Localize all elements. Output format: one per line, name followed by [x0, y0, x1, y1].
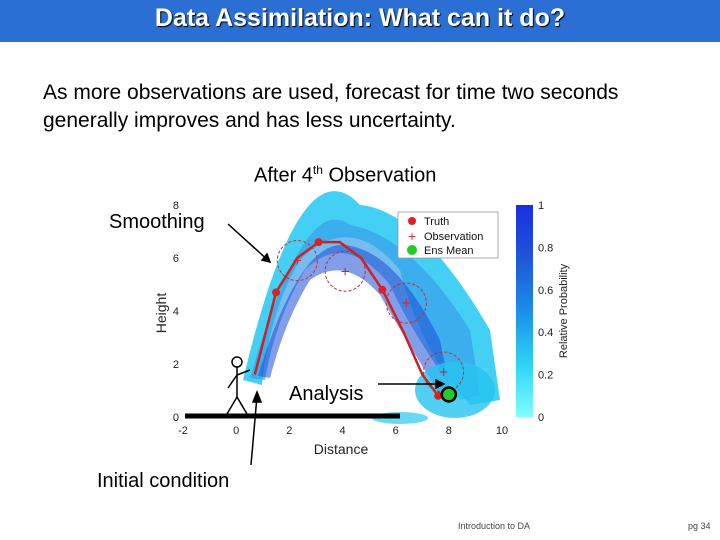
- legend-truth-marker: [408, 217, 416, 225]
- ens-mean-points: [440, 386, 458, 403]
- truth-point: [272, 288, 281, 297]
- initial-condition-callout: Initial condition: [97, 470, 230, 492]
- observation-point: +: [292, 254, 302, 268]
- y-tick-labels: 0 2 4 6 8: [173, 200, 179, 424]
- y-tick-label: 8: [173, 200, 179, 212]
- legend-observation-marker: +: [407, 230, 416, 243]
- footer-right: pg 34: [688, 521, 711, 531]
- intro-text: As more observations are used, forecast …: [43, 81, 619, 132]
- smoothing-arrowhead: [260, 252, 272, 264]
- legend-truth-label: Truth: [424, 216, 449, 228]
- observation-uncertainty: [276, 240, 318, 282]
- stick-figure-icon: [226, 356, 251, 415]
- slide-title: Data Assimilation: What can it do?: [154, 4, 566, 32]
- colorbar-label: Relative Probability: [558, 263, 570, 358]
- colorbar-tick-label: 0.6: [538, 285, 553, 297]
- legend-observation-label: Observation: [424, 231, 483, 243]
- x-axis-label: Distance: [314, 441, 369, 457]
- ens-mean-point: [440, 386, 458, 403]
- footer-left: Introduction to DA: [458, 521, 531, 531]
- colorbar-tick-label: 1: [538, 200, 544, 212]
- colorbar-tick-labels: 0 0.2 0.4 0.6 0.8 1: [538, 200, 553, 424]
- observation-uncertainty: [324, 250, 366, 292]
- x-tick-label: 2: [286, 425, 292, 437]
- observation-uncertainty: [385, 282, 427, 324]
- x-tick-label: 10: [496, 425, 508, 437]
- chart-subtitle: After 4th Observation: [254, 163, 436, 188]
- truth-point: [378, 285, 387, 294]
- x-tick-label: 6: [393, 425, 399, 437]
- truth-point: [434, 391, 443, 400]
- truth-point: [314, 238, 323, 247]
- legend: Truth + Observation Ens Mean: [397, 211, 499, 259]
- colorbar-tick-label: 0.2: [538, 370, 553, 382]
- observation-point: +: [401, 296, 411, 310]
- title-bar: [0, 0, 720, 42]
- analysis-callout: Analysis: [289, 383, 364, 405]
- analysis-arrowhead: [435, 378, 446, 390]
- y-tick-label: 6: [173, 253, 179, 265]
- truth-points: [272, 238, 443, 400]
- x-tick-label: 8: [446, 425, 452, 437]
- x-tick-label: -2: [178, 425, 188, 437]
- colorbar: [516, 205, 533, 417]
- observation-point: +: [340, 264, 350, 278]
- colorbar-tick-label: 0.4: [538, 327, 553, 339]
- callout-arrows: [227, 223, 446, 466]
- x-tick-label: 4: [339, 425, 345, 437]
- observation-point: +: [438, 365, 448, 379]
- smoothing-callout: Smoothing: [109, 211, 205, 233]
- colorbar-tick-label: 0: [538, 412, 544, 424]
- y-axis-label: Height: [153, 293, 169, 334]
- truth-line: [253, 240, 440, 397]
- subtitle-suffix: Observation: [322, 164, 437, 187]
- x-tick-label: 0: [233, 425, 239, 437]
- smoothing-arrow: [227, 223, 271, 263]
- colorbar-tick-label: 0.8: [538, 242, 553, 254]
- observation-points: + + + +: [276, 240, 465, 393]
- subtitle-prefix: After 4: [254, 164, 313, 187]
- y-tick-label: 0: [173, 412, 179, 424]
- initial-condition-arrow: [250, 395, 258, 466]
- subtitle-sup: th: [312, 163, 323, 177]
- y-tick-label: 2: [173, 359, 179, 371]
- initial-condition-arrowhead: [251, 389, 263, 403]
- x-tick-labels: -2 0 2 4 6 8 10: [178, 425, 508, 437]
- legend-ens-mean-label: Ens Mean: [424, 245, 474, 257]
- legend-ens-mean-marker: [407, 245, 417, 255]
- y-tick-label: 4: [173, 306, 179, 318]
